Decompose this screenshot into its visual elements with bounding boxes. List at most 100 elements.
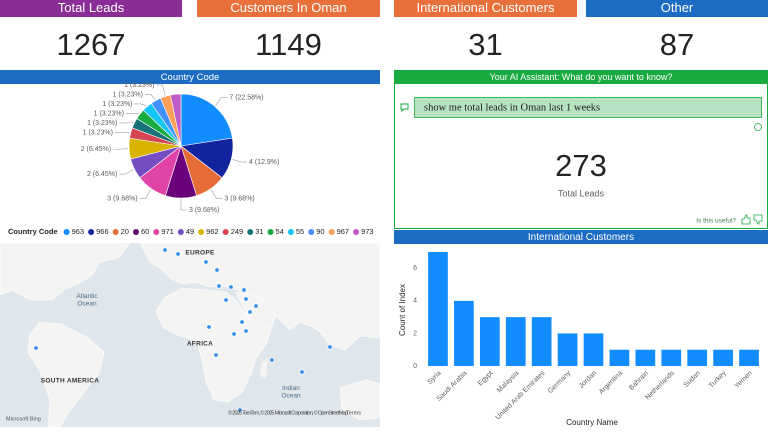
data-label: 3 (9.68%) [107, 195, 137, 202]
legend-marker [198, 229, 205, 235]
map-land [0, 242, 131, 301]
map-point[interactable] [175, 251, 181, 257]
map-point[interactable] [33, 345, 39, 351]
x-tick-label: Jordan [578, 370, 598, 390]
data-label: 2 (6.45%) [87, 171, 117, 178]
bar [428, 252, 448, 366]
map-point[interactable] [214, 267, 220, 273]
legend-marker [177, 229, 184, 235]
map-point[interactable] [243, 296, 249, 302]
map-points [33, 247, 333, 413]
legend-marker [112, 229, 119, 235]
map-point[interactable] [228, 284, 234, 290]
map-ocean-label: Indian Ocean [281, 385, 301, 400]
legend-marker [287, 229, 294, 235]
card-title: International Customers [416, 0, 555, 15]
x-tick-label: Argentina [598, 370, 624, 396]
legend-marker [222, 229, 229, 235]
pie-slice [180, 93, 233, 147]
bar [583, 333, 604, 366]
legend-label: 963 [72, 227, 85, 236]
map-point[interactable] [299, 369, 305, 375]
map-point[interactable] [206, 324, 212, 330]
ai-panel [394, 70, 768, 229]
map-point[interactable] [216, 283, 222, 289]
map-point[interactable] [241, 287, 247, 293]
map-point[interactable] [253, 303, 259, 309]
card-value: 1267 [57, 27, 126, 62]
card-title: Customers In Oman [230, 0, 346, 15]
legend-marker [63, 229, 70, 235]
data-label: 1 (3.23%) [124, 82, 154, 89]
card-title: Total Leads [58, 0, 125, 15]
data-label: 1 (3.23%) [102, 101, 132, 108]
legend-marker [132, 229, 139, 235]
ai-header [394, 70, 768, 84]
data-label: 3 (9.68%) [189, 207, 219, 214]
legend-label: 54 [276, 227, 284, 236]
bar [454, 300, 474, 366]
map-label: SOUTH AMERICA [41, 378, 100, 385]
pie-header [0, 70, 380, 84]
map-provider: Microsoft Bing [6, 416, 41, 422]
card-header [197, 0, 380, 17]
leader-line [113, 148, 129, 150]
info-icon[interactable] [754, 123, 762, 131]
y-tick-label: 4 [413, 298, 417, 305]
map-land [260, 358, 268, 378]
map-point[interactable] [269, 357, 275, 363]
map-land [339, 379, 381, 421]
map-point[interactable] [203, 259, 209, 265]
map-land [27, 321, 105, 428]
x-tick-label: Germany [547, 369, 573, 395]
map-point[interactable] [237, 407, 243, 413]
leader-line [156, 84, 166, 96]
query-box[interactable] [414, 97, 762, 118]
map-point[interactable] [231, 331, 237, 337]
bar [739, 349, 759, 366]
bar [531, 317, 552, 366]
card-value: 1149 [255, 27, 322, 62]
bar-header [394, 230, 768, 244]
map-point[interactable] [327, 344, 333, 350]
legend-label: 55 [296, 227, 304, 236]
map-point[interactable] [162, 247, 168, 253]
bar [609, 349, 630, 366]
y-tick-label: 0 [413, 363, 417, 370]
map-point[interactable] [243, 328, 249, 334]
y-tick-label: 2 [413, 330, 417, 337]
thumbs-down[interactable] [753, 214, 763, 225]
data-label: 1 (3.23%) [94, 110, 124, 117]
bar [479, 317, 500, 366]
feedback-text: Is this useful? [696, 218, 736, 225]
x-tick-label: Bahrain [628, 370, 650, 392]
leader-line [144, 94, 156, 100]
leader-line [119, 169, 134, 175]
query-text[interactable]: show me total leads in Oman last 1 weeks [424, 102, 600, 113]
legend-label: 966 [96, 227, 109, 236]
ai-result-value: 273 [555, 148, 607, 183]
data-label: 1 (3.23%) [83, 129, 113, 136]
legend-marker [308, 229, 315, 235]
map-point[interactable] [223, 297, 229, 303]
data-label: 4 (12.9%) [249, 159, 279, 166]
legend-marker [328, 229, 335, 235]
bar [661, 349, 682, 366]
x-axis-title: Country Name [566, 418, 618, 427]
bar [505, 317, 526, 366]
legend-marker [153, 229, 160, 235]
map-label: AFRICA [187, 341, 213, 348]
map-point[interactable] [239, 319, 245, 325]
leader-line [211, 189, 223, 199]
y-axis-title: Count of Index [398, 284, 407, 336]
map-point[interactable] [213, 352, 219, 358]
legend-label: 60 [141, 227, 149, 236]
data-label: 3 (9.68%) [224, 195, 254, 202]
map[interactable]: EUROPE AFRICA SOUTH AMERICA Atlantic Ocea… [0, 242, 381, 428]
leader-line [139, 189, 151, 199]
card-header [586, 0, 768, 17]
map-terms[interactable]: Terms [346, 410, 361, 416]
map-point[interactable] [247, 309, 253, 315]
thumbs-up[interactable] [741, 214, 751, 225]
